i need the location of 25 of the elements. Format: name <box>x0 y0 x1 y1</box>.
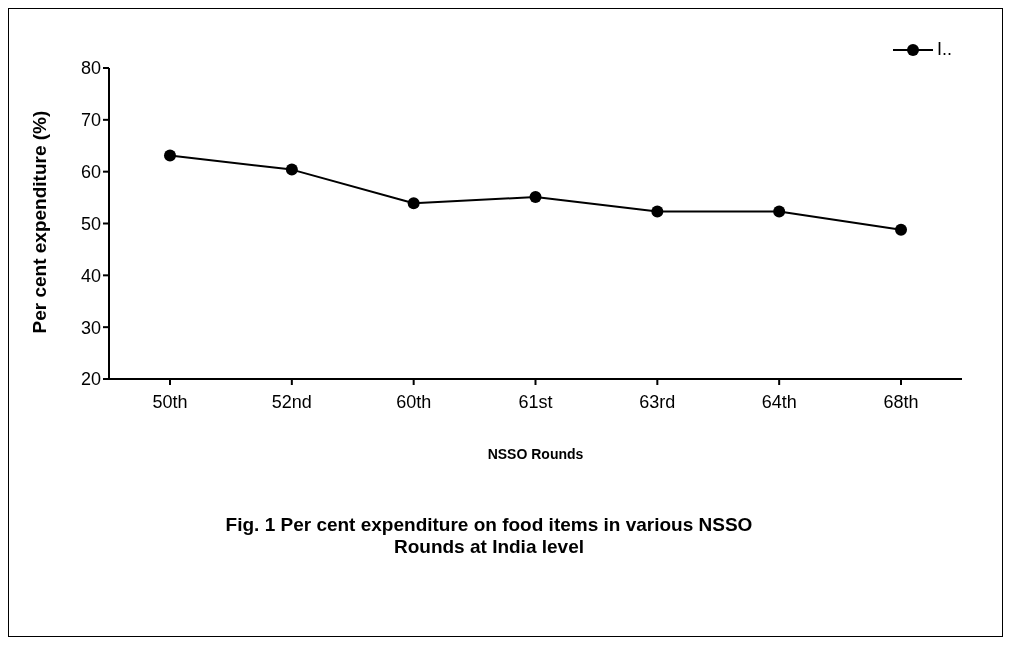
point <box>651 205 664 218</box>
y-tick-label: 20 <box>80 369 101 390</box>
x-tick-label: 68th <box>883 391 919 412</box>
y-tick-label: 60 <box>80 162 101 183</box>
y-tick-label: 70 <box>80 110 101 131</box>
caption: Fig. 1 Per cent expenditure on food items in various NSSO Rounds at India level <box>224 514 754 558</box>
y-tick-label: 40 <box>80 265 101 286</box>
x-tick-label: 61st <box>518 391 553 412</box>
legend-label: I.. <box>936 39 952 60</box>
x-tick-label: 64th <box>761 391 797 412</box>
y-tick-label: 80 <box>80 58 101 79</box>
x-tick-label: 50th <box>152 391 188 412</box>
x-tick-label: 60th <box>396 391 432 412</box>
x-tick-label: 52nd <box>271 391 312 412</box>
point <box>773 205 786 218</box>
y-tick-label: 50 <box>80 213 101 234</box>
y-tick-label: 30 <box>80 317 101 338</box>
point <box>529 191 542 204</box>
x-tick-label: 63rd <box>639 391 676 412</box>
y-axis-title: Per cent expenditure (%) <box>28 110 50 334</box>
point <box>895 223 907 236</box>
point <box>285 163 298 176</box>
point <box>164 149 176 162</box>
x-axis-title: NSSO Rounds <box>487 446 584 462</box>
point <box>407 197 420 210</box>
